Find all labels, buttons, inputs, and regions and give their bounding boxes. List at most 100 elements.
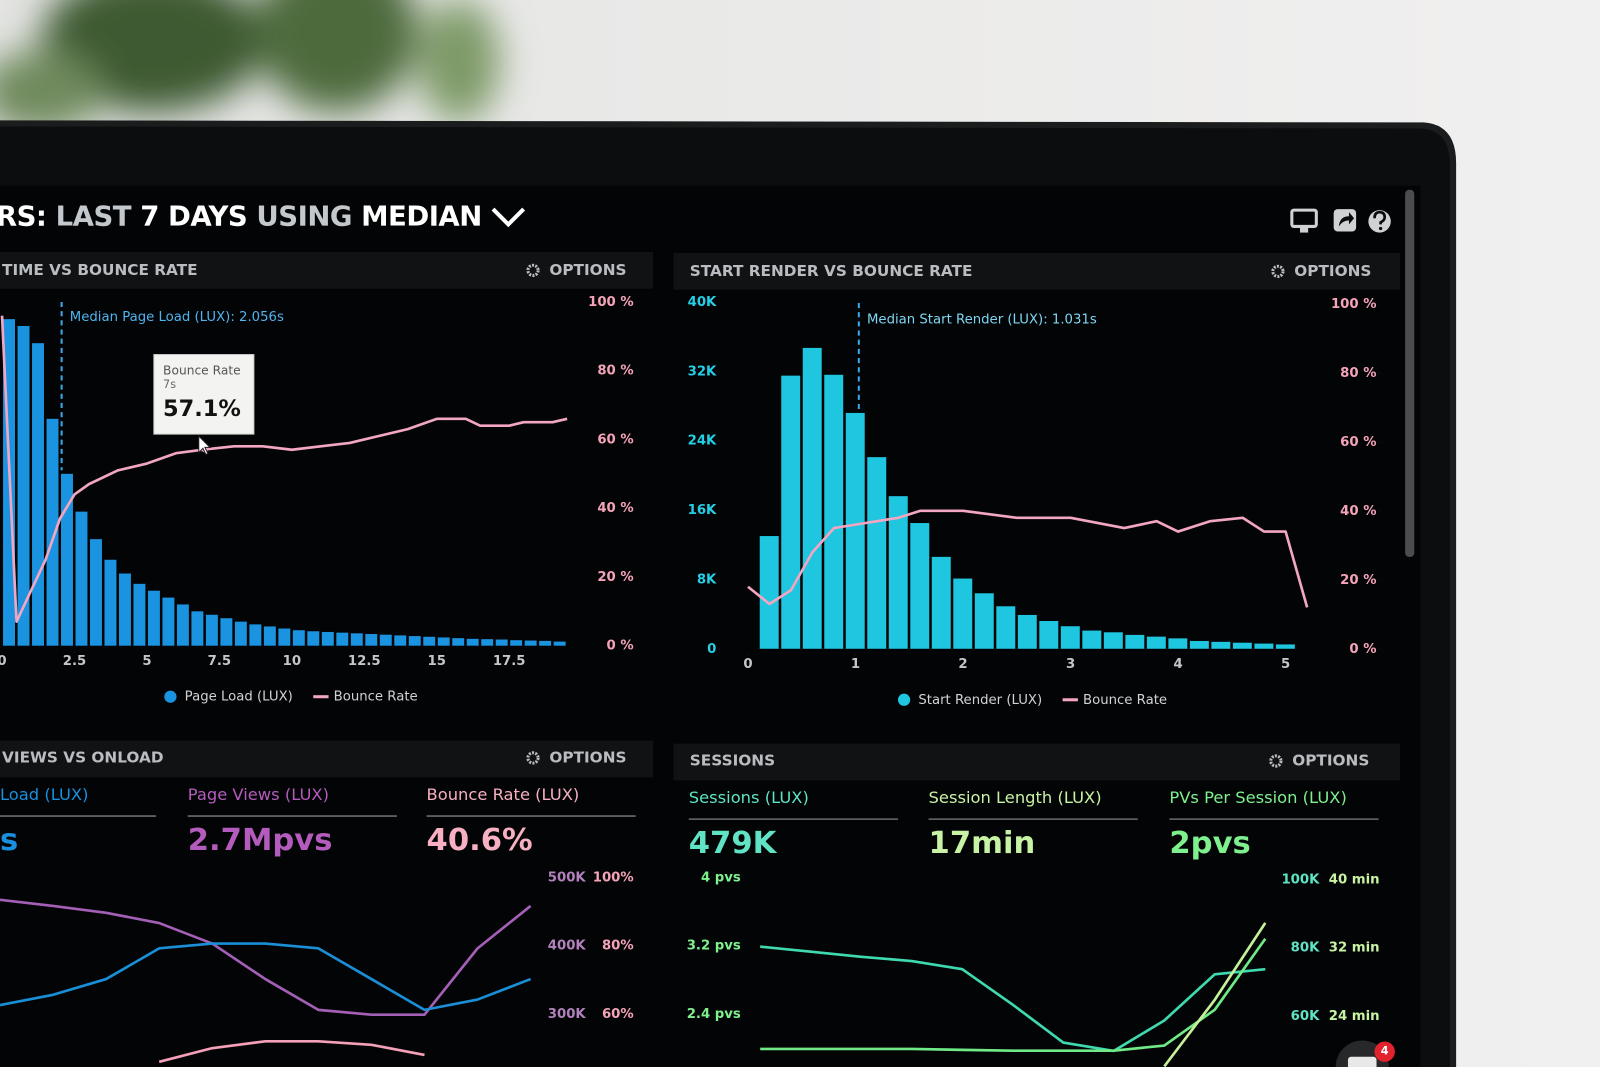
bar	[759, 536, 779, 649]
y-tick-label: 20 %	[1340, 573, 1376, 588]
bar	[379, 634, 392, 646]
bar	[1146, 636, 1166, 649]
panel-title: TIME VS BOUNCE RATE	[2, 261, 198, 279]
share-icon[interactable]	[1333, 209, 1357, 232]
y-tick-label: 60 %	[597, 432, 633, 447]
y-tick-label: 24K	[688, 434, 717, 449]
panel-title: START RENDER VS BOUNCE RATE	[690, 262, 973, 280]
help-icon[interactable]	[1368, 210, 1391, 233]
gear-icon[interactable]	[526, 263, 540, 277]
stat-label: Bounce Rate (LUX)	[427, 785, 580, 804]
chat-widget[interactable]: 4	[1335, 1040, 1395, 1067]
x-tick-label: 5	[1281, 657, 1290, 672]
scrollbar[interactable]	[1405, 189, 1415, 557]
y-tick-label: 32 min	[1329, 941, 1380, 956]
bar	[205, 614, 218, 646]
x-tick-label: 10	[283, 654, 301, 669]
bar	[524, 640, 537, 646]
x-tick-label: 0	[743, 657, 752, 672]
stat-value: s	[0, 823, 18, 858]
x-tick-label: 3	[1066, 657, 1075, 672]
bar	[350, 633, 363, 646]
x-tick-label: 17.5	[493, 654, 526, 669]
title-chevron[interactable]	[491, 207, 526, 228]
bar	[1125, 634, 1145, 649]
stat-label: Page Views (LUX)	[188, 785, 329, 804]
panel-header	[673, 743, 1400, 781]
bar	[278, 628, 291, 646]
bar	[802, 347, 822, 649]
stat-label: Sessions (LUX)	[689, 788, 809, 807]
bar	[1189, 640, 1209, 649]
bar	[17, 326, 30, 646]
y-tick-label: 16K	[688, 503, 717, 518]
gear-icon[interactable]	[526, 751, 540, 765]
x-tick-label: 0	[0, 654, 7, 669]
y-tick-label: 32K	[688, 364, 717, 379]
panel-title: VIEWS VS ONLOAD	[2, 748, 164, 766]
stat-value: 479K	[689, 826, 778, 861]
bar	[394, 635, 407, 646]
stat-value: 17min	[929, 826, 1036, 861]
options-button[interactable]: OPTIONS	[1294, 262, 1371, 280]
gear-icon[interactable]	[1271, 264, 1285, 278]
panel-title: SESSIONS	[690, 751, 775, 769]
y-tick-label: 100K	[1281, 872, 1320, 887]
y-tick-label: 60%	[602, 1007, 634, 1022]
y-tick-label: 2.4 pvs	[687, 1007, 741, 1022]
bar	[1060, 626, 1080, 649]
bar	[307, 631, 320, 646]
line-series	[0, 315, 568, 623]
bar	[495, 639, 508, 646]
bar	[162, 597, 175, 646]
bar	[336, 632, 349, 646]
y-tick-label: 0 %	[607, 639, 634, 654]
y-tick-label: 0 %	[1349, 642, 1376, 657]
plant	[0, 0, 500, 133]
gear-icon[interactable]	[1269, 754, 1283, 768]
bar	[931, 556, 951, 649]
tooltip-value: 57.1%	[163, 396, 241, 422]
y-tick-label: 80%	[602, 939, 634, 954]
line-series	[747, 509, 1309, 608]
panel-header	[0, 740, 654, 778]
bar	[974, 593, 994, 649]
bar	[437, 637, 450, 646]
bar	[32, 343, 44, 646]
bar	[1168, 638, 1188, 649]
tooltip-title: Bounce Rate	[163, 363, 241, 377]
bar	[481, 639, 494, 646]
title-part: LAST	[56, 200, 132, 232]
x-tick-label: 2.5	[63, 654, 86, 669]
line-series	[1163, 922, 1267, 1067]
bar	[553, 641, 566, 646]
bar	[249, 624, 262, 646]
options-button[interactable]: OPTIONS	[1292, 751, 1369, 769]
bar	[61, 473, 73, 646]
options-button[interactable]: OPTIONS	[549, 261, 626, 279]
legend-label: Bounce Rate	[1083, 693, 1167, 708]
y-tick-label: 40K	[688, 295, 717, 310]
y-tick-label: 0	[707, 642, 716, 657]
legend-dot	[897, 693, 911, 706]
monitor-icon[interactable]	[1290, 208, 1318, 233]
title-part: USING	[256, 200, 352, 232]
y-tick-label: 80 %	[597, 364, 633, 379]
stat-value: 40.6%	[427, 823, 533, 858]
bar	[75, 511, 88, 646]
y-tick-label: 400K	[548, 939, 587, 954]
bar	[408, 636, 421, 646]
y-tick-label: 100 %	[588, 295, 634, 310]
y-tick-label: 100 %	[1331, 297, 1377, 312]
y-tick-label: 40 %	[1340, 504, 1376, 519]
y-tick-label: 60 %	[1340, 435, 1376, 450]
legend-dot	[164, 690, 177, 703]
bar	[46, 418, 59, 646]
y-tick-label: 80K	[1291, 941, 1320, 956]
options-button[interactable]: OPTIONS	[549, 748, 626, 766]
bar	[452, 638, 465, 646]
bar	[90, 539, 102, 646]
bar	[824, 374, 844, 649]
bar	[292, 630, 305, 646]
